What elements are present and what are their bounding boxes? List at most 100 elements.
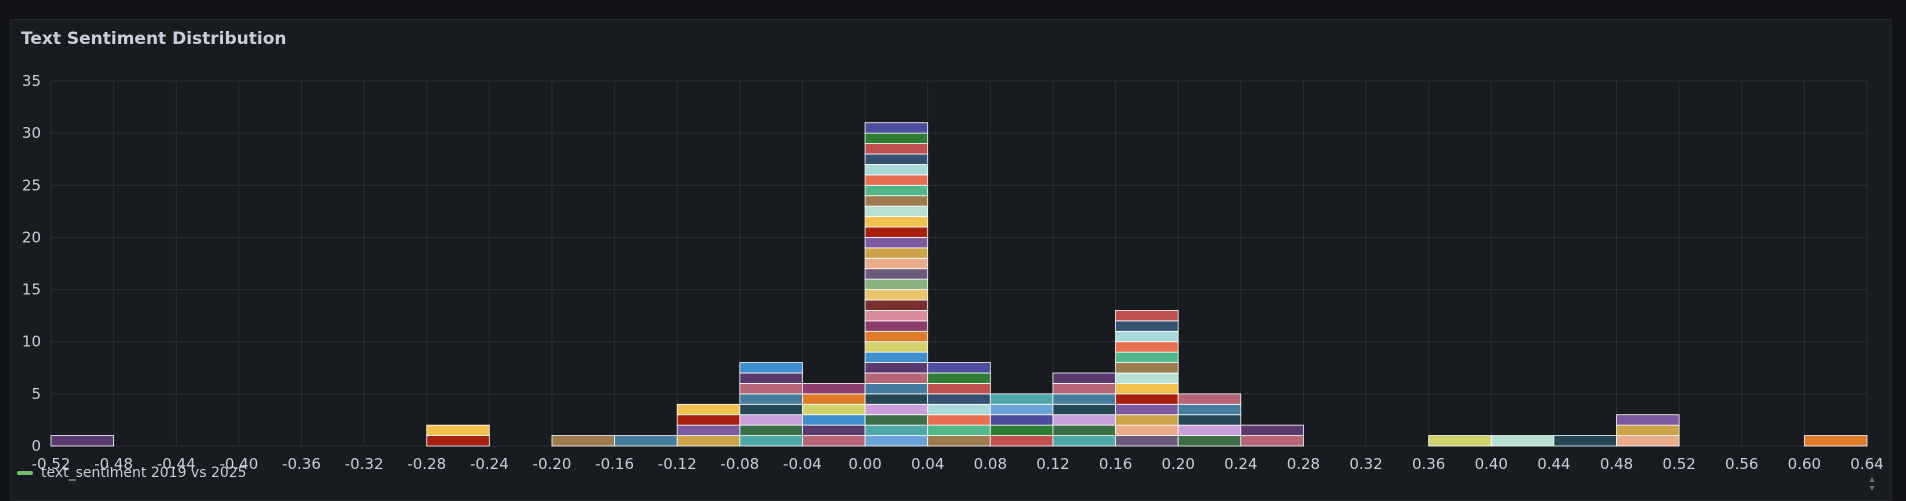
histogram-bar xyxy=(864,122,929,447)
histogram-bar xyxy=(989,393,1054,447)
histogram-segment xyxy=(1240,435,1304,447)
histogram-segment xyxy=(864,393,929,405)
histogram-segment xyxy=(802,424,866,436)
histogram-bar xyxy=(50,435,115,447)
scroll-indicator-icon[interactable]: ▴ ▾ xyxy=(1869,474,1875,494)
x-tick-label: -0.52 xyxy=(32,455,71,473)
histogram-segment xyxy=(1115,414,1179,426)
histogram-segment xyxy=(927,435,991,447)
histogram-bar xyxy=(927,362,991,447)
x-tick-label: -0.36 xyxy=(282,455,321,473)
histogram-segment xyxy=(1052,414,1116,426)
histogram-segment xyxy=(739,414,803,426)
histogram-segment xyxy=(927,372,991,384)
histogram-segment xyxy=(614,435,678,447)
histogram-segment xyxy=(1240,424,1304,436)
histogram-segment xyxy=(802,393,866,405)
histogram-bar xyxy=(1115,310,1179,447)
histogram-segment xyxy=(864,143,929,155)
histogram-segment xyxy=(927,362,991,374)
histogram-segment xyxy=(864,435,929,447)
histogram-segment xyxy=(864,226,929,238)
histogram-bar xyxy=(551,435,615,447)
x-tick-label: 0.28 xyxy=(1287,455,1320,473)
histogram-segment xyxy=(739,383,803,395)
histogram-segment xyxy=(1553,435,1617,447)
histogram-segment xyxy=(1115,351,1179,363)
y-tick-label: 15 xyxy=(22,281,41,299)
histogram-segment xyxy=(739,372,803,384)
legend[interactable]: text_sentiment 2019 vs 2025 xyxy=(17,465,247,481)
x-tick-label: 0.52 xyxy=(1662,455,1695,473)
histogram-segment xyxy=(1052,372,1116,384)
histogram-segment xyxy=(676,403,741,416)
x-tick-label: 0.04 xyxy=(911,455,944,473)
histogram-segment xyxy=(989,403,1054,416)
histogram-bar xyxy=(1803,435,1868,447)
histogram-segment xyxy=(1115,330,1179,343)
histogram-segment xyxy=(864,184,929,197)
x-tick-label: 0.40 xyxy=(1475,455,1508,473)
histogram-segment xyxy=(426,424,490,436)
x-tick-label: 0.48 xyxy=(1600,455,1633,473)
x-tick-label: 0.24 xyxy=(1224,455,1257,473)
histogram-segment xyxy=(864,216,929,228)
y-tick-label: 20 xyxy=(22,228,41,246)
histogram-segment xyxy=(1115,362,1179,374)
histogram-segment xyxy=(1803,435,1868,447)
histogram-segment xyxy=(864,153,929,165)
x-tick-label: -0.44 xyxy=(157,455,196,473)
x-tick-label: -0.08 xyxy=(720,455,759,473)
histogram-segment xyxy=(1177,424,1242,436)
x-tick-label: -0.12 xyxy=(658,455,697,473)
histogram-segment xyxy=(1115,341,1179,353)
histogram-segment xyxy=(1052,383,1116,395)
histogram-segment xyxy=(1115,383,1179,395)
histogram-segment xyxy=(1177,403,1242,416)
panel-title: Text Sentiment Distribution xyxy=(21,29,287,49)
histogram-bar xyxy=(1177,393,1242,447)
x-tick-label: -0.40 xyxy=(219,455,258,473)
histogram-segment xyxy=(676,424,741,436)
legend-swatch xyxy=(17,471,33,475)
histogram-segment xyxy=(739,393,803,405)
histogram-bar xyxy=(676,403,741,447)
histogram-segment xyxy=(864,289,929,301)
histogram-segment xyxy=(927,403,991,416)
legend-label[interactable]: text_sentiment 2019 vs 2025 xyxy=(41,465,247,481)
histogram-segment xyxy=(864,320,929,332)
x-tick-label: 0.60 xyxy=(1788,455,1821,473)
histogram-segment xyxy=(551,435,615,447)
x-tick-label: -0.32 xyxy=(345,455,384,473)
histogram-segment xyxy=(864,122,929,134)
histogram-segment xyxy=(864,257,929,270)
histogram-segment xyxy=(1177,393,1242,405)
x-tick-label: -0.48 xyxy=(94,455,133,473)
histogram-bar xyxy=(1616,414,1680,447)
y-tick-label: 5 xyxy=(31,385,41,403)
x-tick-label: 0.16 xyxy=(1099,455,1132,473)
histogram-segment xyxy=(864,237,929,249)
histogram-segment xyxy=(864,372,929,384)
histogram-segment xyxy=(1115,310,1179,322)
histogram-segment xyxy=(864,341,929,353)
x-tick-label: -0.20 xyxy=(533,455,572,473)
histogram-segment xyxy=(864,330,929,343)
histogram-bar xyxy=(1553,435,1617,447)
histogram-segment xyxy=(864,164,929,176)
x-tick-label: 0.64 xyxy=(1850,455,1883,473)
histogram-segment xyxy=(864,414,929,426)
x-tick-label: -0.04 xyxy=(783,455,822,473)
y-axis: 0 5 10 15 20 25 30 35 xyxy=(22,72,41,455)
histogram-segment xyxy=(864,205,929,217)
histogram-segment xyxy=(927,414,991,426)
histogram-segment xyxy=(1115,435,1179,447)
x-axis: -0.52 -0.48 -0.44 -0.40 -0.36 -0.32 -0.28 -0.24… xyxy=(32,455,1884,473)
histogram-segment xyxy=(864,195,929,207)
histogram-segment xyxy=(989,414,1054,426)
y-tick-label: 25 xyxy=(22,176,41,194)
histogram-segment xyxy=(1428,435,1492,447)
histogram-segment xyxy=(1177,435,1242,447)
histogram-segment xyxy=(927,424,991,436)
x-tick-label: 0.56 xyxy=(1725,455,1758,473)
